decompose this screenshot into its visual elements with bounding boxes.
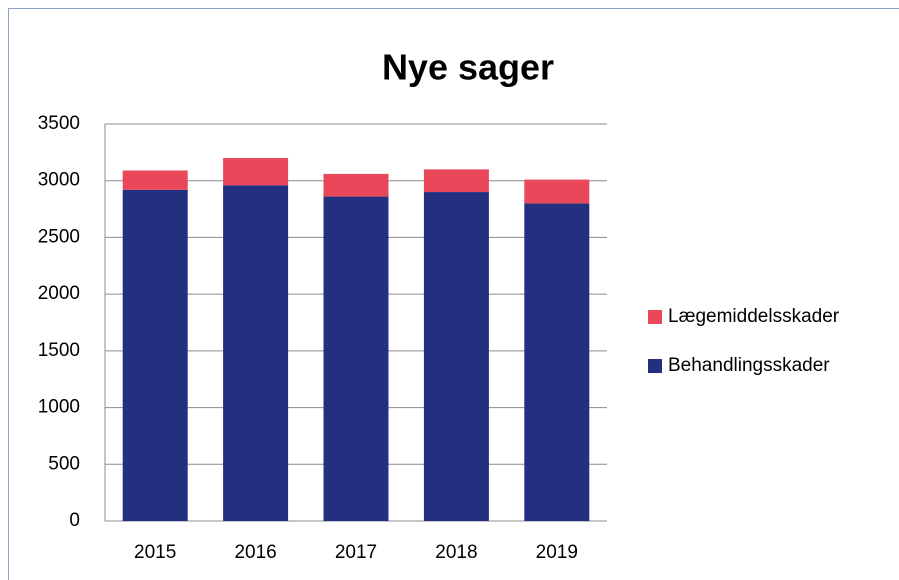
bar-segment	[423, 192, 489, 522]
chart-border	[8, 8, 899, 580]
legend-label: Lægemiddelsskader	[668, 306, 840, 327]
y-tick-label: 3000	[38, 170, 80, 191]
legend-swatch	[648, 359, 662, 373]
x-tick-label: 2015	[134, 542, 176, 563]
bar-segment	[223, 158, 289, 186]
bar-segment	[223, 185, 289, 521]
y-tick-label: 3500	[38, 113, 80, 134]
chart-title: Nye sager	[382, 47, 554, 88]
legend-swatch	[648, 310, 662, 324]
y-tick-label: 0	[69, 510, 80, 531]
bar-segment	[122, 170, 188, 190]
y-tick-label: 2500	[38, 226, 80, 247]
x-tick-label: 2019	[536, 542, 578, 563]
x-tick-label: 2017	[335, 542, 377, 563]
y-tick-label: 1500	[38, 340, 80, 361]
bar-segment	[524, 179, 590, 204]
bar-segment	[423, 169, 489, 193]
x-tick-label: 2016	[234, 542, 276, 563]
bar-segment	[122, 189, 188, 521]
y-tick-label: 500	[48, 453, 80, 474]
bar-segment	[323, 173, 389, 197]
bar-segment	[323, 196, 389, 521]
x-tick-label: 2018	[435, 542, 477, 563]
legend-label: Behandlingsskader	[668, 355, 830, 376]
bar-segment	[524, 203, 590, 521]
y-tick-label: 1000	[38, 397, 80, 418]
y-tick-label: 2000	[38, 283, 80, 304]
